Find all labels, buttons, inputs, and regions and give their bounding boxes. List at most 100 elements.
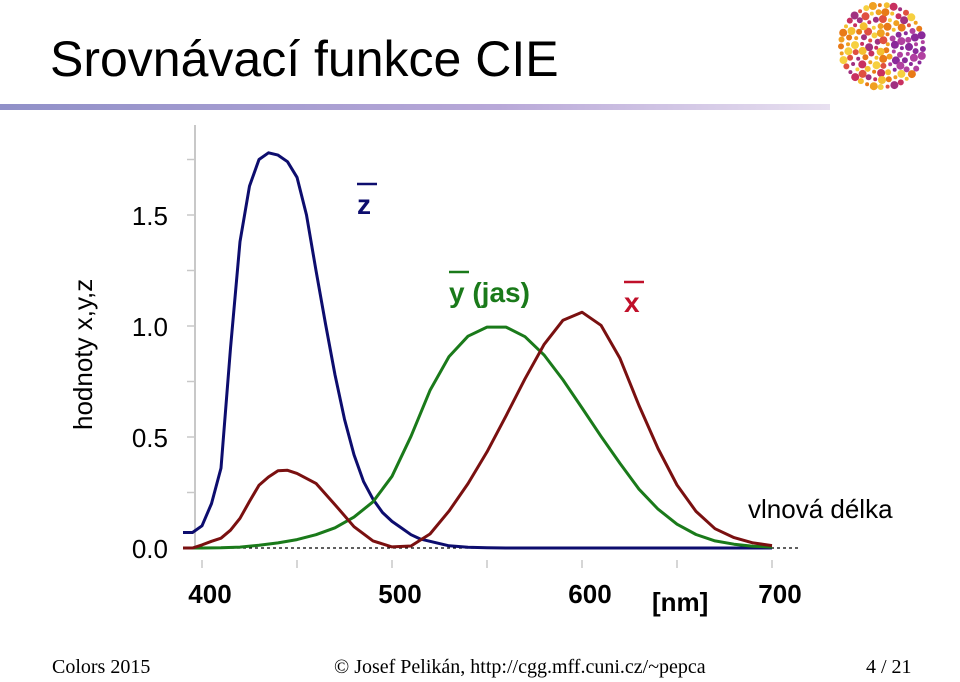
logo-dot: [853, 23, 858, 28]
logo-dot: [863, 5, 870, 12]
logo-dot: [851, 73, 860, 82]
logo-dot: [865, 74, 872, 81]
logo-dot: [868, 50, 875, 57]
logo-dot: [875, 9, 882, 16]
logo-dot: [864, 65, 871, 72]
logo-dot: [874, 38, 881, 45]
chart: 0.00.51.01.5 400 500 600 700 hodnoty x,y,z …: [68, 125, 893, 617]
logo-dot: [906, 23, 911, 28]
logo-dot: [852, 49, 859, 56]
logo-dot: [854, 36, 859, 41]
x-tick-label: 400: [188, 579, 231, 609]
logo-dot: [910, 33, 919, 42]
logo-dot: [914, 42, 918, 47]
logo-dot: [900, 16, 909, 25]
logo-dot: [843, 63, 850, 70]
logo-dot: [857, 78, 864, 85]
logo-dot: [899, 46, 904, 51]
logo-dot: [872, 16, 879, 23]
logo-dot: [868, 2, 877, 10]
logo-dot: [885, 32, 890, 37]
x-unit-label: [nm]: [652, 587, 708, 617]
logo-dot: [897, 51, 903, 58]
series-label-z: z: [357, 189, 371, 220]
logo-dot: [868, 38, 873, 43]
y-tick-label: 1.5: [132, 201, 168, 231]
logo-dot: [879, 54, 888, 63]
logo-dot: [898, 7, 903, 12]
logo-dot: [872, 69, 877, 74]
logo-dot: [858, 69, 867, 78]
logo-dot: [895, 13, 902, 20]
logo-dot: [905, 42, 913, 51]
logo-dot: [865, 82, 870, 87]
logo-dot: [885, 42, 890, 47]
logo-dot: [858, 9, 863, 14]
logo-dot: [891, 56, 900, 65]
x-tick-label: 700: [758, 579, 801, 609]
series-label-y: y (jas): [449, 277, 530, 308]
logo-dot: [874, 45, 879, 50]
footer-page-number: 4 / 21: [866, 656, 912, 678]
x-axis-note: vlnová délka: [748, 494, 893, 524]
logo-dot: [860, 41, 865, 46]
logo-dot: [855, 67, 860, 72]
logo-dot: [877, 69, 886, 77]
logo-dot: [897, 23, 906, 32]
logo-dot: [861, 34, 867, 41]
logo-dot: [913, 20, 918, 25]
logo-dot: [901, 57, 908, 64]
logo-dot: [876, 47, 885, 56]
logo-dot: [909, 28, 916, 34]
logo-dot: [881, 8, 890, 17]
logo-dot: [885, 76, 892, 83]
logo-dot: [879, 36, 888, 45]
x-tick-label: 500: [378, 579, 421, 609]
logo-dot: [908, 62, 913, 66]
colorblind-test-logo: [838, 2, 926, 91]
logo-dot: [912, 48, 919, 55]
logo-dot: [897, 79, 904, 86]
logo-dot: [877, 3, 882, 8]
logo-dot: [872, 61, 881, 70]
logo-dot: [885, 84, 890, 89]
logo-dot: [905, 51, 910, 56]
logo-dot: [903, 9, 909, 16]
y-tick-label: 0.0: [132, 534, 168, 564]
logo-dot: [907, 13, 916, 22]
logo-dot: [883, 22, 892, 31]
series-line-z: [183, 151, 772, 550]
logo-dot: [847, 27, 856, 35]
logo-dot: [890, 11, 895, 16]
logo-dot: [865, 43, 874, 52]
logo-dot: [847, 54, 854, 61]
footer-author: © Josef Pelikán, http://cgg.mff.cuni.cz/…: [334, 656, 706, 678]
x-tick-label: 600: [568, 579, 611, 609]
logo-dot: [890, 81, 899, 90]
series-line-y: [183, 325, 773, 550]
logo-dot: [891, 49, 896, 54]
logo-dot: [869, 82, 878, 91]
logo-dot: [859, 22, 868, 31]
logo-dot: [890, 40, 899, 49]
logo-dot: [878, 76, 886, 84]
logo-dot: [871, 25, 876, 30]
page-title: Srovnávací funkce CIE: [50, 31, 559, 87]
logo-dot: [856, 17, 863, 24]
logo-dot: [874, 55, 879, 60]
series-line-x: [183, 310, 773, 550]
logo-dot: [877, 23, 884, 30]
logo-dot: [891, 27, 896, 32]
logo-dot: [844, 24, 848, 29]
logo-dot: [917, 51, 926, 60]
logo-dot: [864, 27, 873, 36]
logo-dot: [885, 69, 892, 76]
logo-dot: [893, 75, 898, 80]
logo-dot: [909, 53, 918, 62]
logo-dot: [913, 65, 920, 72]
logo-dot: [878, 15, 887, 23]
logo-dot: [895, 31, 902, 38]
logo-dot: [873, 77, 878, 82]
logo-dot: [916, 25, 923, 32]
logo-dot: [919, 46, 926, 52]
